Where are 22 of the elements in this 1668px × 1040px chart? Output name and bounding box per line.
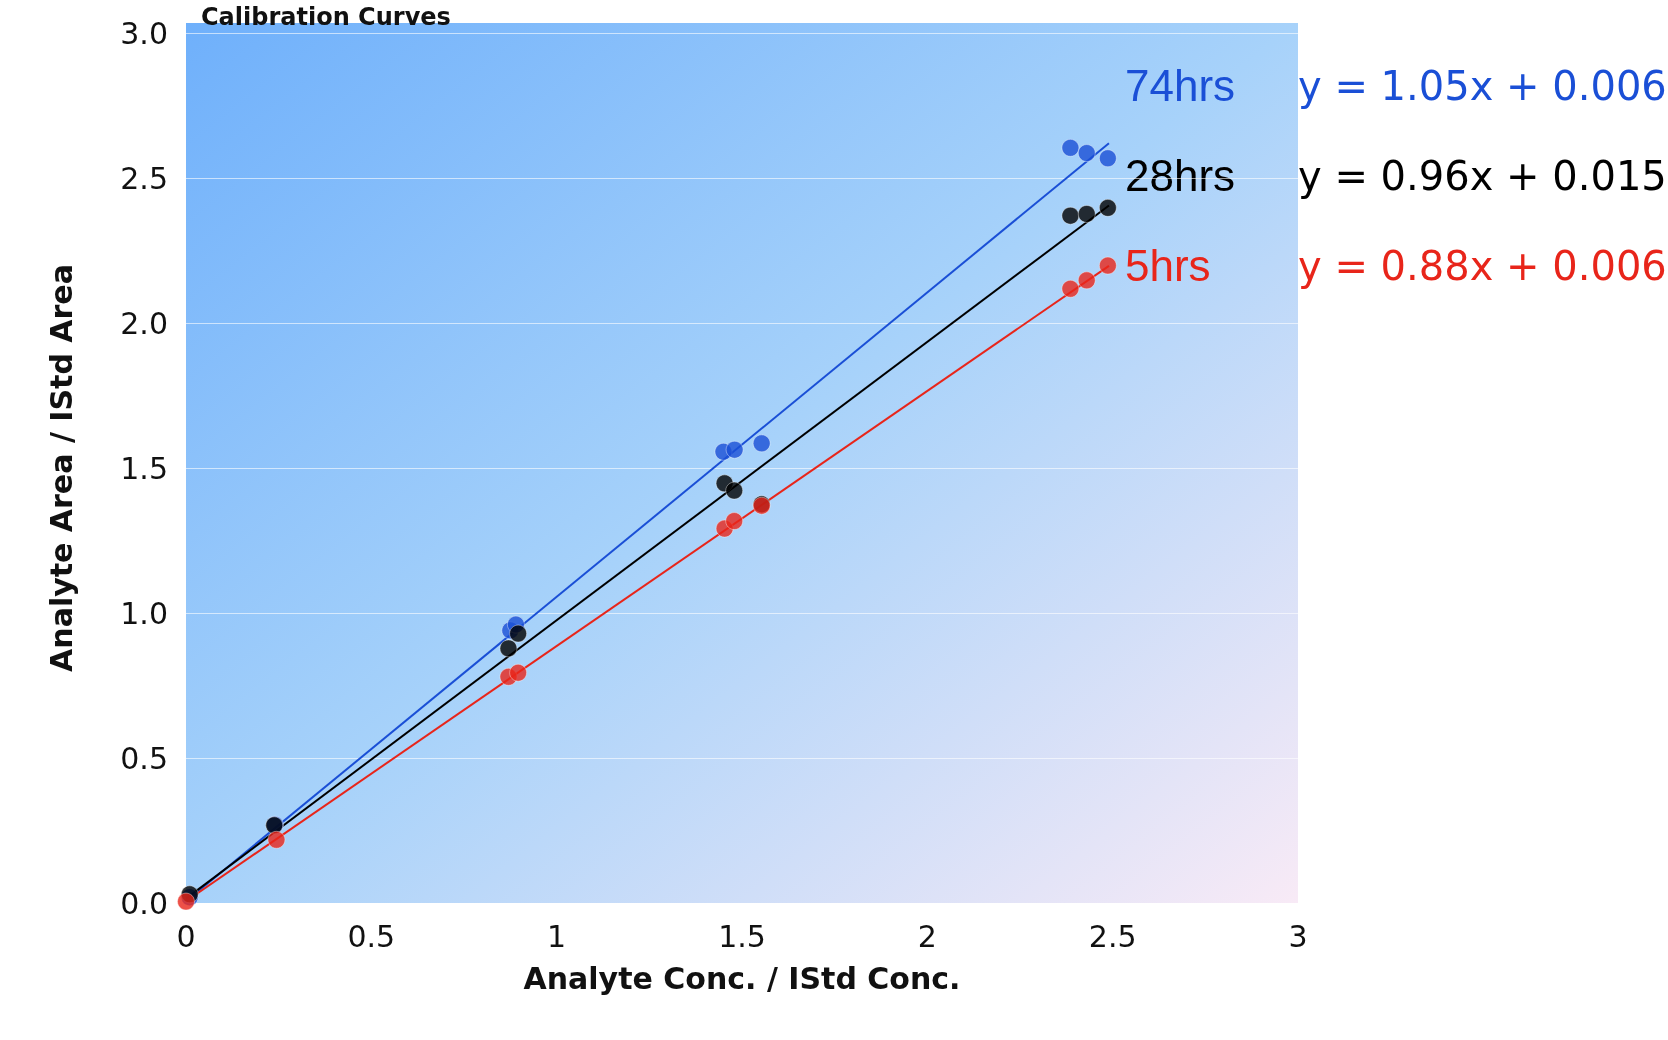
y-tick-label: 1.0 [120, 595, 168, 631]
y-tick-label: 1.5 [120, 450, 168, 486]
annotation: y = 1.05x + 0.006 [1298, 63, 1667, 109]
series-label: 74hrs [1125, 60, 1236, 110]
series-label: 5hrs [1125, 240, 1211, 290]
annotation: y = 0.88x + 0.006 [1298, 243, 1667, 289]
annotation: y = 0.96x + 0.015 [1298, 153, 1667, 199]
y-tick-label: 2.5 [120, 160, 168, 196]
y-axis-title: Analyte Area / IStd Area [43, 264, 79, 672]
x-tick-label: 2.5 [1088, 918, 1137, 954]
y-tick-label: 3.0 [120, 15, 168, 51]
x-tick-label: 0 [176, 918, 196, 954]
y-tick-label: 0.0 [120, 885, 168, 921]
y-tick-label: 0.5 [120, 740, 168, 776]
x-tick-label: 3 [1288, 918, 1308, 954]
series-label: 28hrs [1125, 150, 1236, 200]
x-tick-label: 1 [547, 918, 567, 954]
x-tick-label: 0.5 [347, 918, 396, 954]
y-tick-label: 2.0 [120, 305, 168, 341]
x-tick-label: 2 [917, 918, 937, 954]
x-tick-label: 1.5 [718, 918, 766, 954]
x-axis-title: Analyte Conc. / IStd Conc. [523, 960, 961, 996]
